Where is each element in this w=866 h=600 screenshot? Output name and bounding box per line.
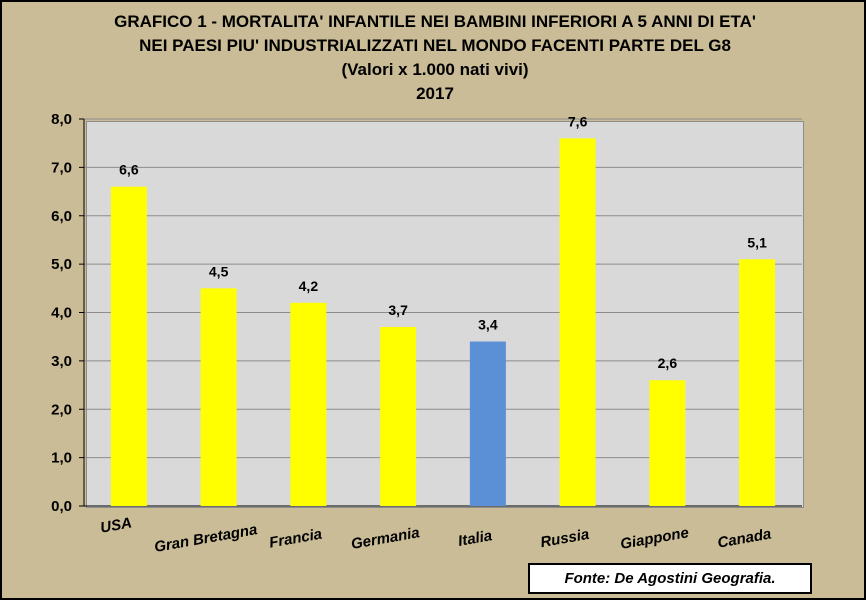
source-note: Fonte: De Agostini Geografia.: [528, 563, 812, 594]
y-tick-label: 5,0: [51, 256, 72, 273]
bar-germania: [380, 327, 417, 506]
chart-subtitle: (Valori x 1.000 nati vivi): [341, 60, 529, 79]
x-category-label: USA: [99, 514, 133, 536]
chart-year: 2017: [416, 84, 454, 103]
x-category-label: Gran Bretagna: [153, 521, 259, 556]
y-tick-label: 0,0: [51, 498, 72, 515]
x-category-label: Italia: [457, 527, 494, 550]
y-tick-label: 4,0: [51, 305, 72, 322]
x-category-label: Giappone: [619, 524, 690, 553]
data-label: 4,5: [209, 263, 229, 279]
bar-russia: [559, 138, 596, 506]
x-category-label: Russia: [539, 526, 590, 551]
x-category-label: Germania: [350, 524, 421, 553]
data-label: 3,7: [388, 302, 408, 318]
data-label: 3,4: [478, 317, 498, 333]
bar-canada: [739, 259, 776, 506]
data-label: 2,6: [658, 355, 678, 371]
data-label: 5,1: [747, 234, 767, 250]
y-tick-label: 6,0: [51, 208, 72, 225]
bar-francia: [290, 302, 327, 506]
bar-usa: [110, 186, 147, 506]
y-tick-label: 1,0: [51, 450, 72, 467]
bar-giappone: [649, 380, 686, 506]
y-tick-label: 7,0: [51, 159, 72, 176]
data-label: 6,6: [119, 162, 139, 178]
y-tick-label: 2,0: [51, 401, 72, 418]
data-label: 4,2: [299, 278, 319, 294]
x-category-label: Francia: [268, 526, 324, 552]
x-category-label: Canada: [716, 525, 772, 551]
bar-italia: [469, 341, 506, 506]
y-tick-label: 3,0: [51, 353, 72, 370]
y-tick-label: 8,0: [51, 111, 72, 128]
chart-title-line-2: NEI PAESI PIU' INDUSTRIALIZZATI NEL MOND…: [139, 36, 731, 55]
data-label: 7,6: [568, 113, 588, 129]
bar-gran-bretagna: [200, 288, 237, 506]
chart-title-line-1: GRAFICO 1 - MORTALITA' INFANTILE NEI BAM…: [114, 12, 756, 31]
